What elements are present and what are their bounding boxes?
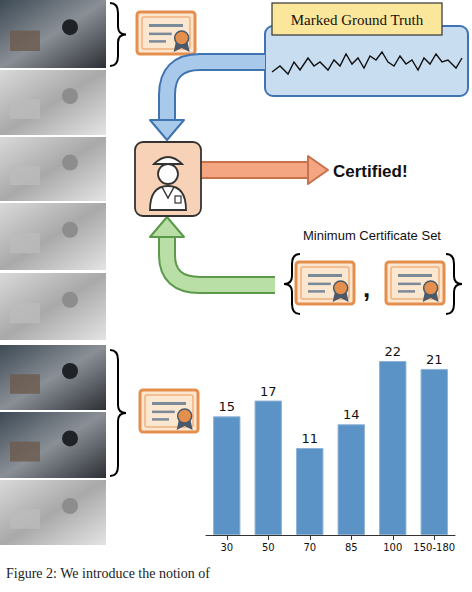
svg-text:11: 11: [301, 431, 318, 446]
svg-text:22: 22: [384, 344, 401, 359]
svg-text:Minimum Certificate Set: Minimum Certificate Set: [303, 228, 441, 243]
svg-text:Marked Ground Truth: Marked Ground Truth: [291, 12, 424, 28]
svg-text:17: 17: [260, 384, 277, 399]
svg-text:14: 14: [343, 407, 360, 422]
svg-text:100: 100: [383, 542, 402, 553]
svg-text:15: 15: [218, 399, 235, 414]
svg-text:70: 70: [303, 542, 316, 553]
svg-text:150-180: 150-180: [413, 542, 455, 553]
svg-text:,: ,: [363, 273, 370, 303]
svg-text:85: 85: [345, 542, 358, 553]
svg-text:Certified!: Certified!: [333, 162, 408, 181]
html-text:Figure 2: We introduce the not: Figure 2: We introduce the notion of: [6, 566, 210, 581]
svg-text:50: 50: [262, 542, 275, 553]
svg-text:21: 21: [426, 352, 443, 367]
svg-text:30: 30: [220, 542, 233, 553]
